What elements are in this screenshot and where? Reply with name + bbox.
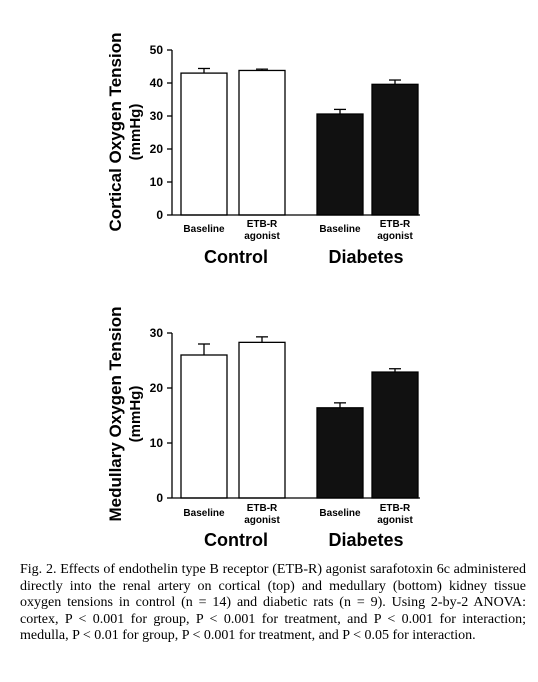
cortical-y-tick-label: 10 bbox=[150, 175, 164, 189]
medullary-bar bbox=[238, 341, 286, 499]
cortical-y-axis-unit: (mmHg) bbox=[127, 104, 144, 161]
medullary-y-tick-label: 20 bbox=[150, 381, 164, 395]
cortical-group-label-control: Control bbox=[204, 247, 268, 267]
medullary-cat-label-1: Baseline bbox=[183, 508, 225, 519]
cortical-bars bbox=[180, 67, 419, 216]
figure-canvas: Cortical Oxygen Tension (mmHg) 0 10 20 30 40… bbox=[106, 32, 420, 550]
cortical-cat-label-2b: agonist bbox=[244, 231, 280, 242]
cortical-y-tick-label: 30 bbox=[150, 109, 164, 123]
cortical-cat-label-2a: ETB-R bbox=[247, 219, 278, 230]
medullary-bar bbox=[180, 354, 228, 499]
cortical-cat-label-4a: ETB-R bbox=[380, 219, 411, 230]
cortical-y-tick-label: 50 bbox=[150, 43, 164, 57]
cortical-cat-label-3: Baseline bbox=[319, 224, 361, 235]
medullary-bar bbox=[316, 407, 364, 499]
cortical-bar bbox=[316, 113, 364, 216]
cortical-y-tick-label: 20 bbox=[150, 142, 164, 156]
medullary-cat-label-3: Baseline bbox=[319, 508, 361, 519]
medullary-y-ticks: 0 10 20 30 bbox=[150, 326, 172, 505]
cortical-y-tick-label: 0 bbox=[156, 208, 163, 222]
medullary-bar bbox=[371, 371, 419, 499]
cortical-y-ticks: 0 10 20 30 40 50 bbox=[150, 43, 172, 222]
medullary-bars bbox=[180, 336, 419, 499]
medullary-cat-label-2a: ETB-R bbox=[247, 503, 278, 514]
cortical-chart: Cortical Oxygen Tension (mmHg) 0 10 20 30 40… bbox=[106, 32, 420, 267]
medullary-chart: Medullary Oxygen Tension (mmHg) 0102030 … bbox=[106, 306, 420, 550]
medullary-group-label-diabetes: Diabetes bbox=[328, 530, 403, 550]
medullary-y-tick-label: 10 bbox=[150, 436, 164, 450]
medullary-cat-label-4a: ETB-R bbox=[380, 503, 411, 514]
cortical-cat-label-1: Baseline bbox=[183, 224, 225, 235]
cortical-bar bbox=[371, 83, 419, 216]
medullary-group-label-control: Control bbox=[204, 530, 268, 550]
cortical-bar bbox=[180, 72, 228, 216]
cortical-bar bbox=[238, 69, 286, 216]
medullary-y-axis-unit: (mmHg) bbox=[127, 386, 144, 443]
medullary-y-axis-label: Medullary Oxygen Tension bbox=[106, 306, 125, 521]
cortical-y-axis-label: Cortical Oxygen Tension bbox=[106, 32, 125, 231]
medullary-cat-label-4b: agonist bbox=[377, 515, 413, 526]
medullary-cat-label-2b: agonist bbox=[244, 515, 280, 526]
cortical-cat-label-4b: agonist bbox=[377, 231, 413, 242]
medullary-y-tick-label: 30 bbox=[150, 326, 164, 340]
cortical-group-label-diabetes: Diabetes bbox=[328, 247, 403, 267]
medullary-y-tick-label: 0 bbox=[156, 491, 163, 505]
figure-caption: Fig. 2. Effects of endothelin type B rec… bbox=[20, 562, 526, 643]
cortical-y-tick-label: 40 bbox=[150, 76, 164, 90]
